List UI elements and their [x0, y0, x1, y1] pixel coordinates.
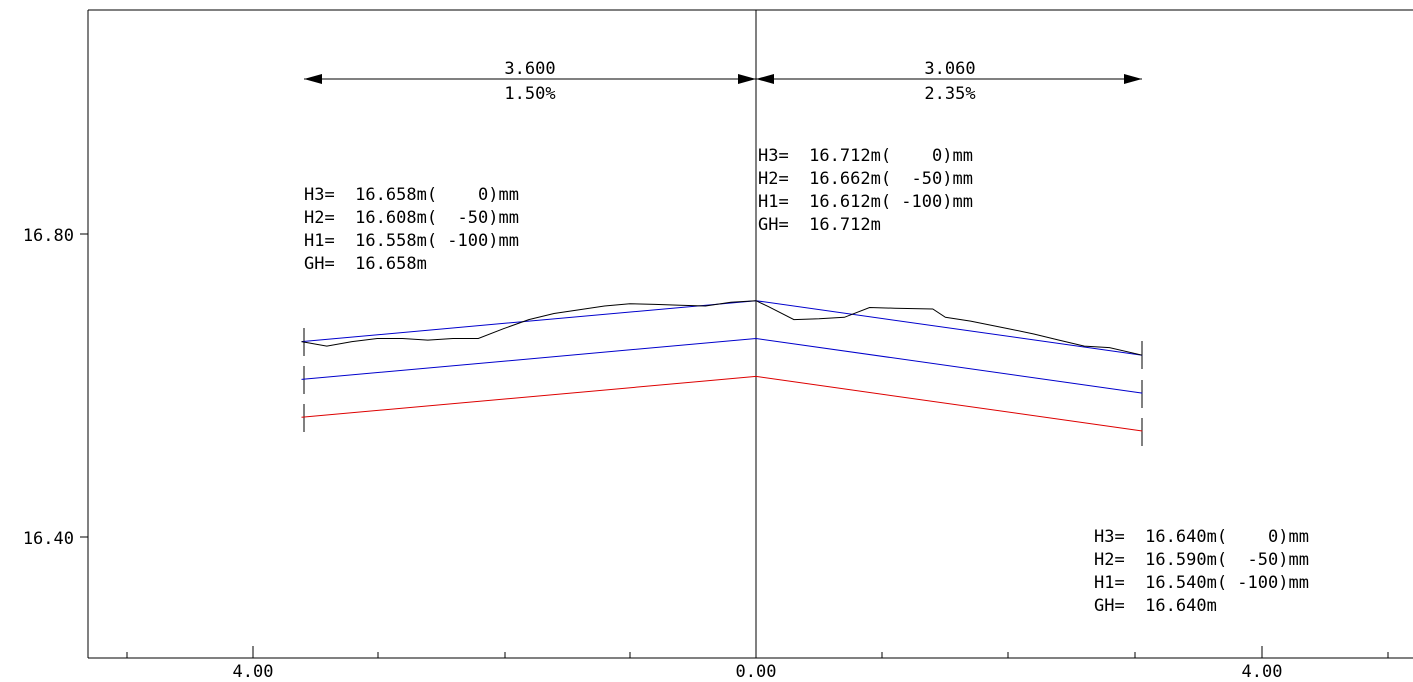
dimension-right-slope: 2.35% [924, 84, 975, 104]
x-tick-label-right: 4.00 [1242, 662, 1283, 682]
x-minor-ticks [126, 652, 1389, 658]
annotation-center-line: GH= 16.712m [758, 215, 881, 235]
dimension-left [304, 74, 756, 84]
dimension-left-slope: 1.50% [504, 84, 555, 104]
annotation-left-line: H3= 16.658m( 0)mm [304, 185, 519, 205]
x-tick-label-left: 4.00 [233, 662, 274, 682]
annotation-left-line: GH= 16.658m [304, 254, 427, 274]
dimension-right [756, 74, 1142, 84]
annotation-center-line: H3= 16.712m( 0)mm [758, 146, 973, 166]
x-tick-label-center: 0.00 [736, 662, 777, 682]
dimension-right-length: 3.060 [924, 59, 975, 79]
end-markers [303, 328, 1143, 446]
annotation-right-line: GH= 16.640m [1094, 596, 1217, 616]
annotation-center-line: H1= 16.612m( -100)mm [758, 192, 973, 212]
annotation-left-line: H2= 16.608m( -50)mm [304, 208, 519, 228]
annotation-right-line: H1= 16.540m( -100)mm [1094, 573, 1309, 593]
arrowhead-center-right [756, 74, 774, 84]
surface-line [301, 300, 1143, 356]
h3-line [301, 300, 1143, 356]
annotation-right: H3= 16.640m( 0)mm H2= 16.590m( -50)mm H1… [1094, 527, 1309, 616]
h1-line [301, 375, 1143, 432]
annotation-right-line: H3= 16.640m( 0)mm [1094, 527, 1309, 547]
annotation-right-line: H2= 16.590m( -50)mm [1094, 550, 1309, 570]
arrowhead-left [304, 74, 322, 84]
y-tick-label-16.40: 16.40 [23, 529, 74, 549]
annotation-center: H3= 16.712m( 0)mm H2= 16.662m( -50)mm H1… [758, 146, 973, 235]
annotation-center-line: H2= 16.662m( -50)mm [758, 169, 973, 189]
y-tick-label-16.80: 16.80 [23, 226, 74, 246]
dimension-left-length: 3.600 [504, 59, 555, 79]
annotation-left-line: H1= 16.558m( -100)mm [304, 231, 519, 251]
annotation-left: H3= 16.658m( 0)mm H2= 16.608m( -50)mm H1… [304, 185, 519, 274]
arrowhead-center-left [738, 74, 756, 84]
h2-line [301, 337, 1143, 394]
arrowhead-right [1124, 74, 1142, 84]
